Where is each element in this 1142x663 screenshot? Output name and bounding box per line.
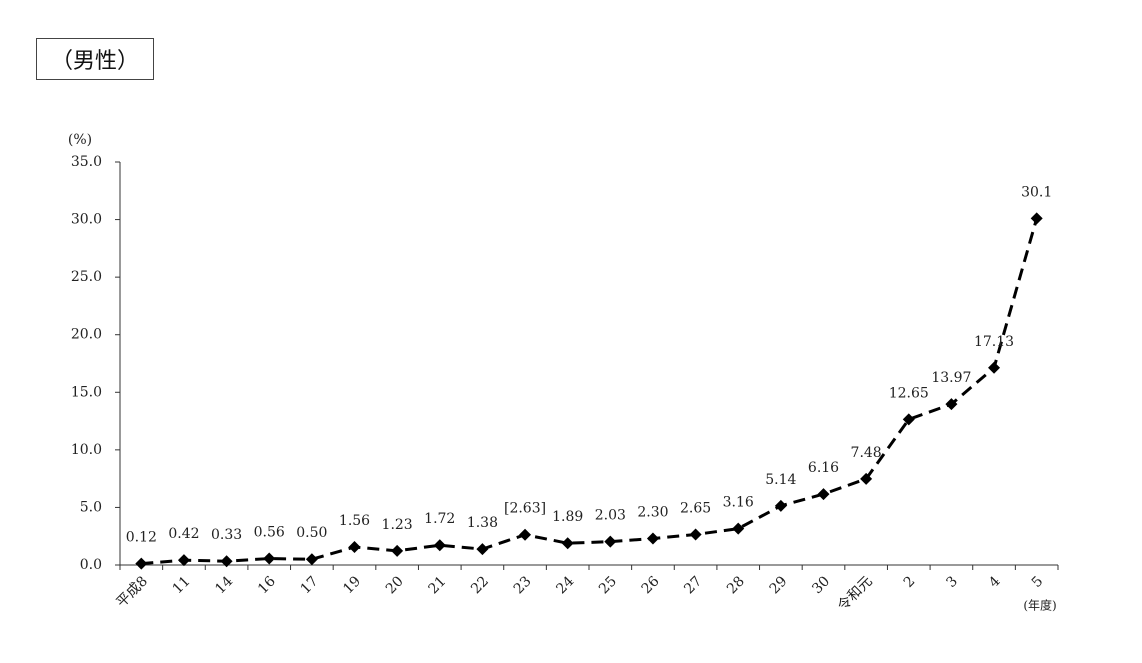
x-unit: (年度) [1023,598,1056,613]
x-tick-label: 19 [340,573,364,597]
y-tick-label: 30.0 [71,212,102,228]
data-label: 1.23 [382,517,413,533]
data-point [732,522,745,535]
data-point [817,488,830,501]
y-tick-label: 15.0 [71,384,102,400]
data-point [519,528,532,541]
data-label: 0.56 [254,525,285,541]
data-point [561,537,574,550]
data-point [433,539,446,552]
data-point [945,398,958,411]
y-tick-label: 20.0 [71,327,102,343]
x-tick-label: 20 [383,573,407,597]
x-tick-label: 5 [1029,573,1047,591]
data-label: 0.33 [211,527,242,543]
y-unit: (%) [68,132,92,148]
y-tick-label: 10.0 [71,442,102,458]
x-tick-label: 14 [212,573,236,597]
x-tick-label: 28 [724,573,748,597]
data-point [220,555,233,568]
x-tick-label: 30 [809,573,833,597]
x-tick-label: 4 [986,573,1004,591]
x-tick-label: 2 [901,573,919,591]
data-label: 5.14 [765,472,796,488]
data-label: 1.38 [467,515,498,531]
x-tick-label: 21 [426,573,450,597]
data-label: 1.72 [424,511,455,527]
x-tick-label: 25 [596,573,620,597]
data-point [1030,212,1043,225]
data-label: 2.03 [595,508,626,524]
y-tick-label: 0.0 [80,557,102,573]
x-tick-label: 29 [767,573,791,597]
data-point [988,361,1001,374]
x-tick-label: 24 [553,573,577,597]
data-point [689,528,702,541]
data-point [177,554,190,567]
data-label: 2.30 [637,505,668,521]
y-tick-label: 5.0 [80,499,102,515]
x-tick-label: 27 [681,573,705,597]
data-point [646,532,659,545]
data-label: [2.63] [504,501,546,517]
x-tick-label: 23 [511,573,535,597]
data-label: 30.1 [1021,184,1052,200]
data-label: 17.13 [974,334,1014,350]
data-label: 6.16 [808,460,839,476]
data-point [135,557,148,570]
data-label: 13.97 [931,370,971,386]
data-point [902,413,915,426]
data-label: 12.65 [889,385,929,401]
data-point [774,499,787,512]
x-tick-label: 11 [170,573,194,597]
data-label: 2.65 [680,500,711,516]
chart-title: （男性） [36,38,154,80]
data-label: 0.12 [126,530,157,546]
data-point [860,472,873,485]
x-tick-label: 26 [639,573,663,597]
data-point [391,544,404,557]
x-tick-label: 平成8 [114,573,151,610]
data-point [476,543,489,556]
data-label: 7.48 [851,445,882,461]
data-label: 1.89 [552,509,583,525]
y-tick-label: 25.0 [71,269,102,285]
data-point [305,553,318,566]
data-label: 0.50 [296,525,327,541]
x-tick-label: 3 [943,573,961,591]
y-tick-label: 35.0 [71,154,102,170]
data-label: 0.42 [168,526,199,542]
x-tick-label: 22 [468,573,492,597]
data-label: 3.16 [723,495,754,511]
data-point [263,552,276,565]
x-tick-label: 17 [298,573,322,597]
data-label: 1.56 [339,513,370,529]
x-tick-label: 令和元 [835,573,876,614]
data-point [604,535,617,548]
data-point [348,541,361,554]
x-tick-label: 16 [255,573,279,597]
